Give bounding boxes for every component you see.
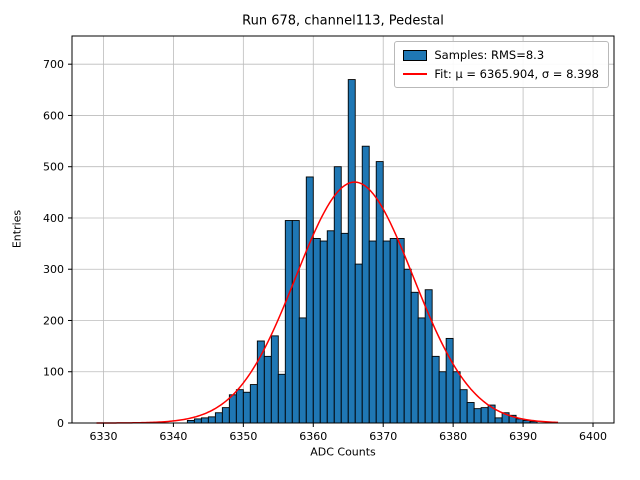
histogram-bar — [200, 417, 209, 424]
histogram-bar — [347, 79, 356, 424]
fit-curve — [96, 181, 559, 424]
histogram-bar — [319, 240, 328, 424]
histogram-bar — [431, 355, 440, 424]
x-tick-label: 6340 — [159, 430, 187, 443]
y-tick-label: 100 — [43, 366, 64, 379]
x-tick-label: 6380 — [439, 430, 467, 443]
legend-item-samples: Samples: RMS=8.3 — [403, 48, 599, 62]
histogram-bar — [452, 371, 461, 424]
x-axis-label: ADC Counts — [310, 445, 376, 459]
histogram-bar — [263, 355, 272, 424]
histogram-bar — [207, 416, 216, 424]
legend-item-fit: Fit: μ = 6365.904, σ = 8.398 — [403, 67, 599, 81]
histogram-bar — [375, 161, 384, 424]
y-tick-label: 300 — [43, 263, 64, 276]
x-tick-label: 6390 — [509, 430, 537, 443]
x-tick-label: 6360 — [299, 430, 327, 443]
histogram-bar — [270, 335, 279, 424]
histogram-bar — [235, 389, 244, 424]
histogram-bar — [340, 232, 349, 424]
histogram-bars — [186, 79, 538, 424]
histogram-bar — [382, 240, 391, 424]
histogram-bar — [242, 391, 251, 424]
histogram-bar — [228, 394, 237, 424]
histogram-bar — [312, 238, 321, 424]
y-tick-label: 0 — [57, 417, 64, 430]
histogram-bar — [298, 317, 307, 424]
histogram-bar — [326, 230, 335, 424]
chart-title: Run 678, channel113, Pedestal — [242, 13, 444, 29]
histogram-bar — [396, 238, 405, 424]
histogram-bar — [389, 238, 398, 424]
x-tick-label: 6350 — [229, 430, 257, 443]
histogram-bar — [459, 389, 468, 424]
histogram-bar — [193, 418, 202, 424]
histogram-bar — [403, 268, 412, 424]
histogram-bar — [284, 220, 293, 424]
histogram-bar — [494, 417, 503, 424]
histogram-bar — [466, 402, 475, 424]
x-tick-label: 6370 — [369, 430, 397, 443]
histogram-bar — [445, 337, 454, 424]
legend: Samples: RMS=8.3 Fit: μ = 6365.904, σ = … — [394, 41, 609, 88]
histogram-bar — [256, 340, 265, 424]
tick-labels: 6330 6340 6350 6360 6370 6380 6390 6400 0 100 200 3… — [43, 58, 607, 443]
histogram-bar — [480, 407, 489, 424]
y-tick-label: 500 — [43, 161, 64, 174]
histogram-bar — [305, 176, 314, 424]
histogram-swatch-icon — [403, 49, 428, 61]
histogram-bar — [417, 317, 426, 424]
histogram-bar — [277, 373, 286, 424]
histogram-bar — [410, 291, 419, 424]
axes-frame — [71, 35, 615, 424]
histogram-bar — [214, 412, 223, 424]
x-tick-label: 6330 — [89, 430, 117, 443]
fit-line-swatch-icon — [403, 73, 428, 75]
histogram-bar — [473, 408, 482, 424]
x-tick-label: 6400 — [579, 430, 607, 443]
tick-marks — [68, 63, 594, 427]
y-tick-label: 600 — [43, 109, 64, 122]
histogram-bar — [438, 371, 447, 424]
histogram-bar — [333, 166, 342, 424]
legend-label-fit: Fit: μ = 6365.904, σ = 8.398 — [434, 67, 599, 81]
legend-label-samples: Samples: RMS=8.3 — [434, 48, 545, 62]
histogram-bar — [249, 384, 258, 424]
y-axis-label: Entries — [10, 209, 24, 249]
histogram-bar — [291, 220, 300, 424]
histogram-bar — [368, 240, 377, 424]
y-tick-label: 200 — [43, 314, 64, 327]
y-tick-label: 400 — [43, 212, 64, 225]
y-tick-label: 700 — [43, 58, 64, 71]
histogram-bar — [221, 407, 230, 424]
histogram-bar — [354, 263, 363, 424]
